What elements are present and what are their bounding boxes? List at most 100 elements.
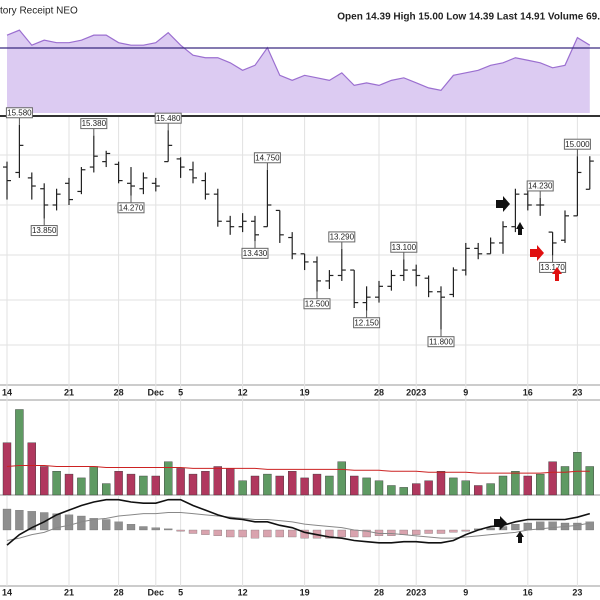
annotation: 15.000 xyxy=(565,140,590,149)
macd-histogram xyxy=(548,521,557,531)
macd-histogram xyxy=(89,518,98,531)
macd-histogram xyxy=(15,510,24,531)
volume-bar xyxy=(374,480,384,496)
macd-histogram xyxy=(151,527,160,531)
annotation: 13.850 xyxy=(32,226,57,235)
volume-bar xyxy=(89,466,99,496)
volume-bar xyxy=(573,452,582,496)
arrow xyxy=(494,516,507,530)
macd-histogram xyxy=(523,522,532,531)
volume-bar xyxy=(300,477,309,496)
arrow xyxy=(516,531,524,543)
x-tick-label: 14 xyxy=(2,587,12,597)
volume-bar xyxy=(2,442,12,496)
volume-bar xyxy=(511,471,520,496)
macd-histogram xyxy=(387,529,396,536)
volume-bar xyxy=(288,471,297,496)
volume-bar xyxy=(536,473,545,496)
annotation: 13.290 xyxy=(330,233,355,242)
macd-histogram xyxy=(263,529,272,538)
macd-histogram xyxy=(126,524,136,531)
x-tick-label: 28 xyxy=(374,587,384,597)
macd-histogram xyxy=(436,529,446,534)
volume-ma xyxy=(6,465,590,474)
annotation: 14.270 xyxy=(119,203,144,212)
volume-bar xyxy=(486,483,495,496)
x-tick-label: 19 xyxy=(300,387,310,397)
x-tick-label: 2023 xyxy=(406,587,426,597)
volume-bar xyxy=(213,466,223,496)
volume-bar xyxy=(350,475,359,496)
x-tick-label: 23 xyxy=(572,587,582,597)
volume-bar xyxy=(114,471,123,496)
x-tick-label: 19 xyxy=(300,587,310,597)
annotation-box xyxy=(539,261,567,273)
x-tick-label: 21 xyxy=(64,587,74,597)
volume-bar xyxy=(337,461,346,496)
macd-histogram xyxy=(362,529,371,538)
macd-histogram xyxy=(573,522,582,531)
macd-histogram xyxy=(52,513,61,531)
annotation-box xyxy=(526,180,554,192)
annotation-box xyxy=(30,225,58,237)
header xyxy=(0,0,600,24)
volume-bar xyxy=(225,468,235,496)
x-tick-label: 23 xyxy=(572,387,582,397)
volume-bar xyxy=(250,475,260,496)
volume-bar xyxy=(548,461,557,496)
x-tick-label: 9 xyxy=(463,387,468,397)
macd-histogram xyxy=(139,526,148,531)
x-tick-label: 5 xyxy=(178,387,183,397)
volume-bar xyxy=(101,483,111,496)
macd-histogram xyxy=(449,529,458,533)
x-tick-label: 2023 xyxy=(406,387,426,397)
volume-bar xyxy=(139,475,148,496)
volume-bar xyxy=(560,466,570,496)
macd-signal xyxy=(6,512,590,541)
macd-histogram xyxy=(250,529,260,539)
volume-bar xyxy=(238,480,247,496)
macd-histogram xyxy=(2,508,12,531)
volume-bar xyxy=(449,477,458,496)
annotation-box xyxy=(5,107,33,119)
macd-histogram xyxy=(176,529,185,532)
volume-bar xyxy=(77,477,86,496)
volume-bar xyxy=(424,480,433,496)
volume-bar xyxy=(399,487,408,496)
annotation: 12.150 xyxy=(354,318,379,327)
x-tick-label: 16 xyxy=(523,587,533,597)
volume-bar xyxy=(474,485,483,496)
x-tick-label: 5 xyxy=(178,587,183,597)
volume-bar xyxy=(163,461,173,496)
arrow xyxy=(496,196,510,212)
x-tick-label: 16 xyxy=(523,387,533,397)
volume-bar xyxy=(412,483,421,496)
volume-bar xyxy=(64,473,74,496)
annotation: 13.170 xyxy=(540,263,565,272)
annotation-box xyxy=(563,138,591,150)
macd-histogram xyxy=(461,529,470,532)
volume-bar xyxy=(362,477,371,496)
arrow xyxy=(516,222,524,235)
x-tick-label: 14 xyxy=(2,387,12,397)
macd-histogram xyxy=(64,514,74,531)
annotation: 15.580 xyxy=(7,108,32,117)
volume-bar xyxy=(52,471,61,496)
volume-bar xyxy=(151,475,161,496)
annotation: 12.500 xyxy=(305,299,330,308)
volume-bar xyxy=(436,471,446,496)
annotation-box xyxy=(390,241,418,253)
x-tick-label: 28 xyxy=(114,387,124,397)
macd-histogram xyxy=(102,519,111,531)
macd-histogram xyxy=(114,521,123,531)
macd-histogram xyxy=(511,524,520,531)
x-tick-label: 28 xyxy=(114,587,124,597)
volume-bar xyxy=(201,471,210,496)
rsi-area xyxy=(7,30,590,114)
macd-line xyxy=(6,498,591,546)
macd-histogram xyxy=(350,529,359,538)
macd-histogram xyxy=(300,529,309,539)
volume-bar xyxy=(27,442,36,496)
